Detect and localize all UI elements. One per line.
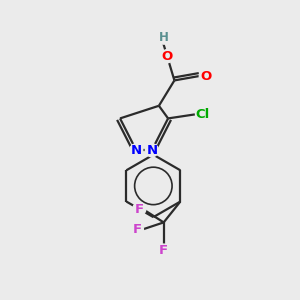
Text: F: F [132,223,142,236]
Text: N: N [131,144,142,157]
Circle shape [196,108,209,121]
Text: O: O [161,50,173,63]
Text: F: F [159,244,168,257]
Text: N: N [146,144,158,157]
Text: O: O [200,70,212,83]
Circle shape [130,223,143,236]
Circle shape [158,31,170,44]
Circle shape [145,144,158,157]
Text: F: F [135,202,144,215]
Text: Cl: Cl [195,108,209,121]
Circle shape [157,244,170,257]
Circle shape [133,202,146,216]
Text: H: H [159,31,169,44]
Circle shape [130,144,143,157]
Circle shape [160,50,174,63]
Circle shape [199,70,212,83]
